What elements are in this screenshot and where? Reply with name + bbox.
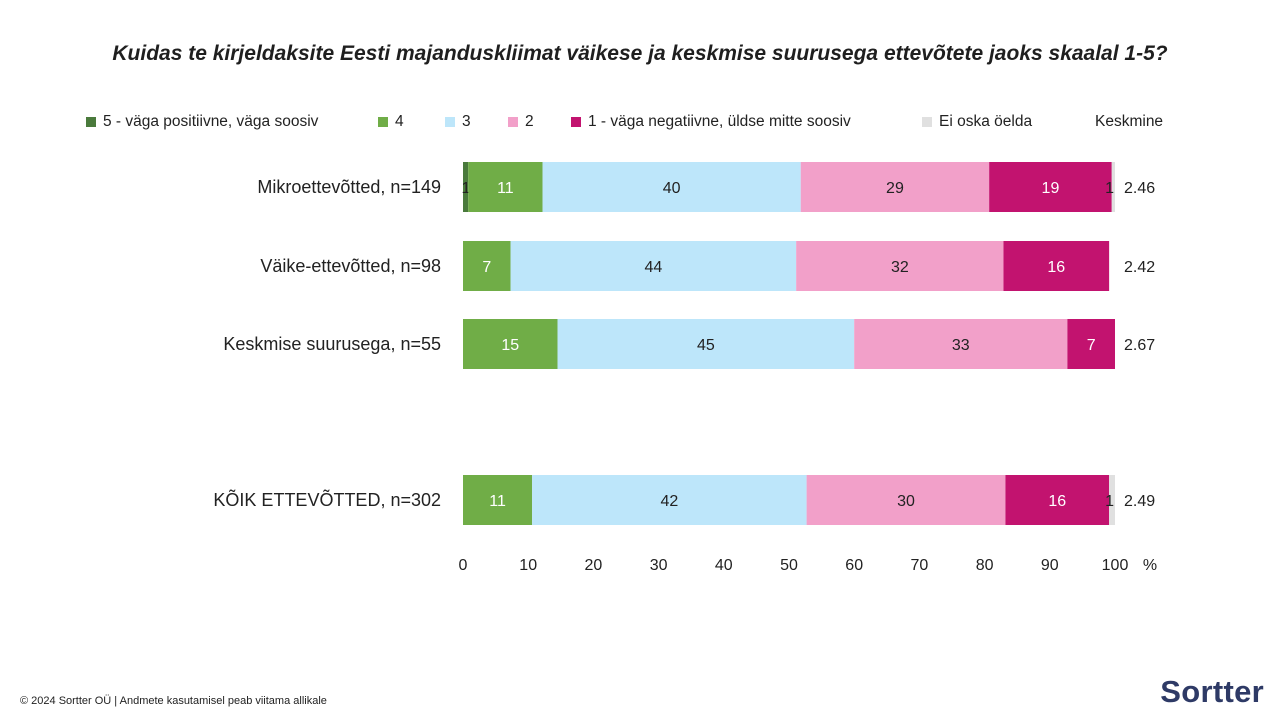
data-label: 30	[897, 493, 915, 510]
legend-swatch	[378, 117, 388, 127]
x-tick-label: 10	[519, 557, 537, 574]
x-tick-label: 60	[845, 557, 863, 574]
legend-item: Ei oska öelda	[922, 113, 1032, 131]
legend-label: 2	[525, 113, 534, 130]
data-label: 1	[1105, 493, 1114, 510]
bar-segment	[510, 241, 797, 291]
bar-segment	[463, 241, 511, 291]
legend-item: 4	[378, 113, 404, 131]
category-label: Mikroettevõtted, n=149	[257, 177, 441, 197]
x-tick-label: 0	[459, 557, 468, 574]
x-tick-label: 20	[585, 557, 603, 574]
mean-column-header: Keskmine	[1095, 113, 1164, 130]
bar-segment	[542, 162, 801, 212]
data-label: 33	[952, 337, 970, 354]
x-tick-label: 80	[976, 557, 994, 574]
data-label: 16	[1047, 259, 1065, 276]
data-label: 19	[1042, 180, 1060, 197]
data-label: 40	[663, 180, 681, 197]
copyright-footer: © 2024 Sortter OÜ | Andmete kasutamisel …	[20, 695, 327, 707]
data-label: 32	[891, 259, 909, 276]
bar-segment	[1109, 475, 1115, 525]
category-label: KÕIK ETTEVÕTTED, n=302	[213, 489, 441, 510]
data-label: 11	[497, 180, 514, 197]
legend-item: 3	[445, 113, 471, 131]
chart-title: Kuidas te kirjeldaksite Eesti majanduskl…	[112, 42, 1168, 65]
data-label: 45	[697, 337, 715, 354]
legend-label: 5 - väga positiivne, väga soosiv	[103, 113, 319, 130]
legend-label: 1 - väga negatiivne, üldse mitte soosiv	[588, 113, 851, 130]
bar-segment	[463, 162, 469, 212]
mean-value: 2.67	[1124, 337, 1155, 354]
x-axis-unit: %	[1143, 557, 1157, 574]
x-tick-label: 30	[650, 557, 668, 574]
mean-value: 2.49	[1124, 493, 1155, 510]
data-label: 15	[501, 337, 519, 354]
bar-segment	[1067, 319, 1115, 369]
x-tick-label: 100	[1102, 557, 1129, 574]
bar-segment	[468, 162, 543, 212]
x-tick-label: 70	[911, 557, 929, 574]
data-label: 1	[462, 180, 471, 197]
data-label: 1	[1105, 180, 1114, 197]
stacked-bar-chart: Mikroettevõtted, n=149 1 11 40 29 19 1 2.46Väik…	[213, 162, 1157, 574]
legend-label: 4	[395, 113, 404, 130]
bar-segment	[463, 319, 558, 369]
legend-item: 2	[508, 113, 534, 131]
legend-label: 3	[462, 113, 471, 130]
data-label: 29	[886, 180, 904, 197]
legend: 5 - väga positiivne, väga soosiv 4 3 2 1 - v…	[0, 113, 1280, 135]
x-tick-label: 50	[780, 557, 798, 574]
bar-segment	[800, 162, 990, 212]
x-tick-label: 40	[715, 557, 733, 574]
bar-segment	[854, 319, 1068, 369]
legend-item: 1 - väga negatiivne, üldse mitte soosiv	[571, 113, 851, 131]
legend-swatch	[508, 117, 518, 127]
bar-segment	[532, 475, 807, 525]
category-label: Keskmise suurusega, n=55	[223, 334, 441, 354]
legend-label: Ei oska öelda	[939, 113, 1033, 130]
bar-segment	[1111, 162, 1115, 212]
data-label: 42	[660, 493, 678, 510]
bar-segment	[463, 475, 533, 525]
bar-segment	[989, 162, 1112, 212]
data-label: 7	[482, 259, 491, 276]
data-label: 7	[1087, 337, 1096, 354]
data-label: 11	[489, 493, 506, 510]
legend-swatch	[445, 117, 455, 127]
data-label: 16	[1048, 493, 1066, 510]
bar-segment	[1005, 475, 1110, 525]
data-label: 44	[644, 259, 662, 276]
legend-item: 5 - väga positiivne, väga soosiv	[86, 113, 318, 131]
bar-segment	[1003, 241, 1110, 291]
bar-segment	[796, 241, 1004, 291]
legend-swatch	[86, 117, 96, 127]
mean-value: 2.46	[1124, 180, 1155, 197]
sortter-logo: Sortter	[1160, 674, 1264, 709]
category-label: Väike-ettevõtted, n=98	[260, 256, 441, 276]
mean-value: 2.42	[1124, 259, 1155, 276]
bar-segment	[557, 319, 855, 369]
legend-swatch	[571, 117, 581, 127]
x-tick-label: 90	[1041, 557, 1059, 574]
bar-segment	[806, 475, 1006, 525]
legend-swatch	[922, 117, 932, 127]
